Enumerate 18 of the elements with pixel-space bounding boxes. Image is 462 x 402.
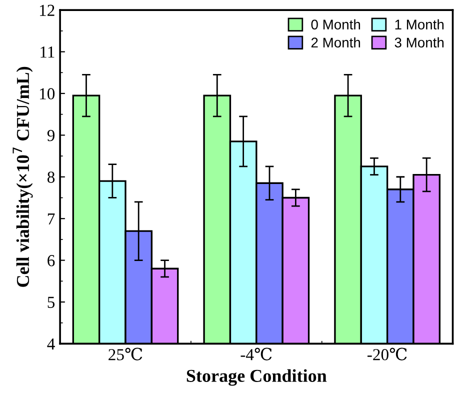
legend-label: 3 Month: [394, 37, 444, 48]
y-tick-label: 8: [48, 172, 55, 183]
legend-label: 0 Month: [311, 19, 360, 30]
x-tick-label: -20℃: [368, 348, 407, 360]
y-tick-label: 6: [48, 255, 55, 266]
y-tick-label: 11: [40, 46, 54, 58]
x-tick-label: -4℃: [240, 348, 272, 360]
legend-label: 2 Month: [311, 37, 360, 48]
legend-label: 1 Month: [395, 19, 444, 30]
y-tick-label: 7: [48, 213, 55, 224]
y-tick-label: 9: [47, 130, 55, 142]
y-tick-label: 12: [40, 4, 54, 16]
y-tick-label: 10: [40, 88, 55, 100]
y-axis-title: Cell viability(×10$^{7}$ CFU/mL): [12, 66, 33, 287]
y-tick-label: 5: [48, 296, 55, 308]
x-axis-title: Storage Condition: [186, 369, 327, 386]
x-tick-label: 25℃: [108, 348, 142, 360]
y-tick-label: 4: [47, 338, 55, 350]
